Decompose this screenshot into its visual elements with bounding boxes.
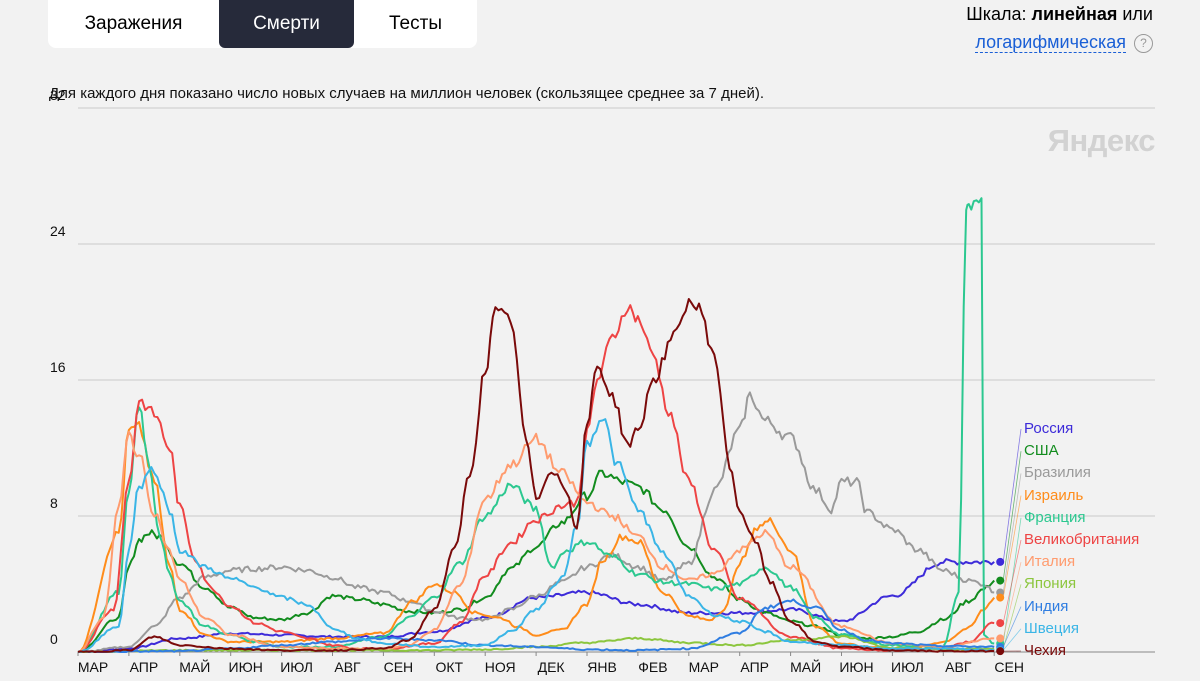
x-tick-label: ЯНВ [587, 659, 617, 675]
legend-item[interactable]: Израиль [1024, 486, 1084, 504]
legend-connector [1002, 451, 1022, 581]
legend-connector [1002, 606, 1022, 648]
legend-item[interactable]: Чехия [1024, 642, 1067, 660]
series-line [77, 418, 995, 653]
legend-item[interactable]: Великобритания [1024, 531, 1140, 549]
legend-item[interactable]: Швеция [1024, 619, 1079, 637]
series-end-marker [996, 593, 1005, 602]
x-tick-label: СЕН [994, 659, 1024, 675]
y-tick-label: 8 [50, 495, 58, 511]
log-scale-link[interactable]: логарифмическая [975, 32, 1126, 53]
series-line [77, 421, 995, 653]
scale-switcher: Шкала: линейная или логарифмическая? [966, 0, 1153, 56]
x-tick-label: АВГ [945, 659, 972, 675]
series-line [77, 298, 995, 653]
series-line [77, 558, 995, 653]
tab-deaths[interactable]: Смерти [219, 0, 354, 48]
series-end-marker [996, 634, 1005, 643]
series-end-marker [996, 619, 1005, 628]
scale-prefix: Шкала: [966, 4, 1027, 24]
x-tick-label: АВГ [334, 659, 361, 675]
x-tick-label: ИЮН [839, 659, 873, 675]
legend-connector [1002, 428, 1022, 562]
x-tick-label: НОЯ [485, 659, 516, 675]
legend-connector [1002, 562, 1022, 639]
x-tick-label: ИЮЛ [891, 659, 924, 675]
tab-infections[interactable]: Заражения [84, 13, 183, 34]
series-end-marker [996, 647, 1005, 656]
legend-item[interactable]: США [1024, 442, 1059, 460]
legend-item[interactable]: Индия [1024, 597, 1069, 615]
scale-current: линейная [1031, 4, 1118, 24]
legend-connector [1002, 539, 1022, 624]
legend-item[interactable]: Бразилия [1024, 464, 1091, 482]
series-end-marker [996, 557, 1005, 566]
legend-item[interactable]: Россия [1024, 420, 1074, 437]
y-tick-label: 0 [50, 631, 58, 647]
chart-note: Для каждого дня показано число новых слу… [49, 85, 764, 102]
x-tick-label: МАР [78, 659, 108, 675]
legend-item[interactable]: Италия [1024, 553, 1076, 571]
metric-tabs: Заражения Смерти Тесты [48, 0, 477, 48]
x-tick-label: ДЕК [538, 659, 566, 675]
series-end-marker [996, 576, 1005, 585]
scale-or: или [1122, 4, 1153, 24]
series-line [77, 598, 995, 653]
series-line [78, 391, 995, 653]
x-tick-label: ИЮЛ [280, 659, 313, 675]
scale-row-2: логарифмическая? [966, 28, 1153, 56]
series-line [77, 430, 995, 653]
x-tick-label: ФЕВ [638, 659, 667, 675]
legend-connector [1002, 628, 1022, 651]
legend-connector [1002, 473, 1022, 593]
x-tick-label: МАЙ [179, 658, 210, 675]
x-tick-label: ОКТ [435, 659, 463, 675]
tab-tests[interactable]: Тесты [389, 13, 442, 34]
scale-row-1: Шкала: линейная или [966, 0, 1153, 28]
yandex-watermark: Яндекс [1047, 123, 1156, 158]
help-icon[interactable]: ? [1134, 33, 1153, 53]
x-tick-label: СЕН [384, 659, 414, 675]
y-tick-label: 32 [50, 87, 66, 103]
series-line [77, 197, 995, 653]
x-tick-label: ИЮН [229, 659, 263, 675]
x-tick-label: МАР [689, 659, 719, 675]
x-tick-label: МАЙ [790, 658, 821, 675]
y-tick-label: 24 [50, 223, 66, 239]
legend-item[interactable]: Япония [1024, 575, 1077, 593]
x-tick-label: АПР [130, 659, 159, 675]
x-tick-label: АПР [740, 659, 769, 675]
series-line [77, 304, 995, 653]
legend-connector [1002, 495, 1022, 598]
chart-legend: Россия США Бразилия Израиль Франция Великобри… [1024, 418, 1139, 662]
legend-connector [1002, 584, 1022, 649]
y-tick-label: 16 [50, 359, 66, 375]
legend-item[interactable]: Франция [1024, 508, 1086, 526]
